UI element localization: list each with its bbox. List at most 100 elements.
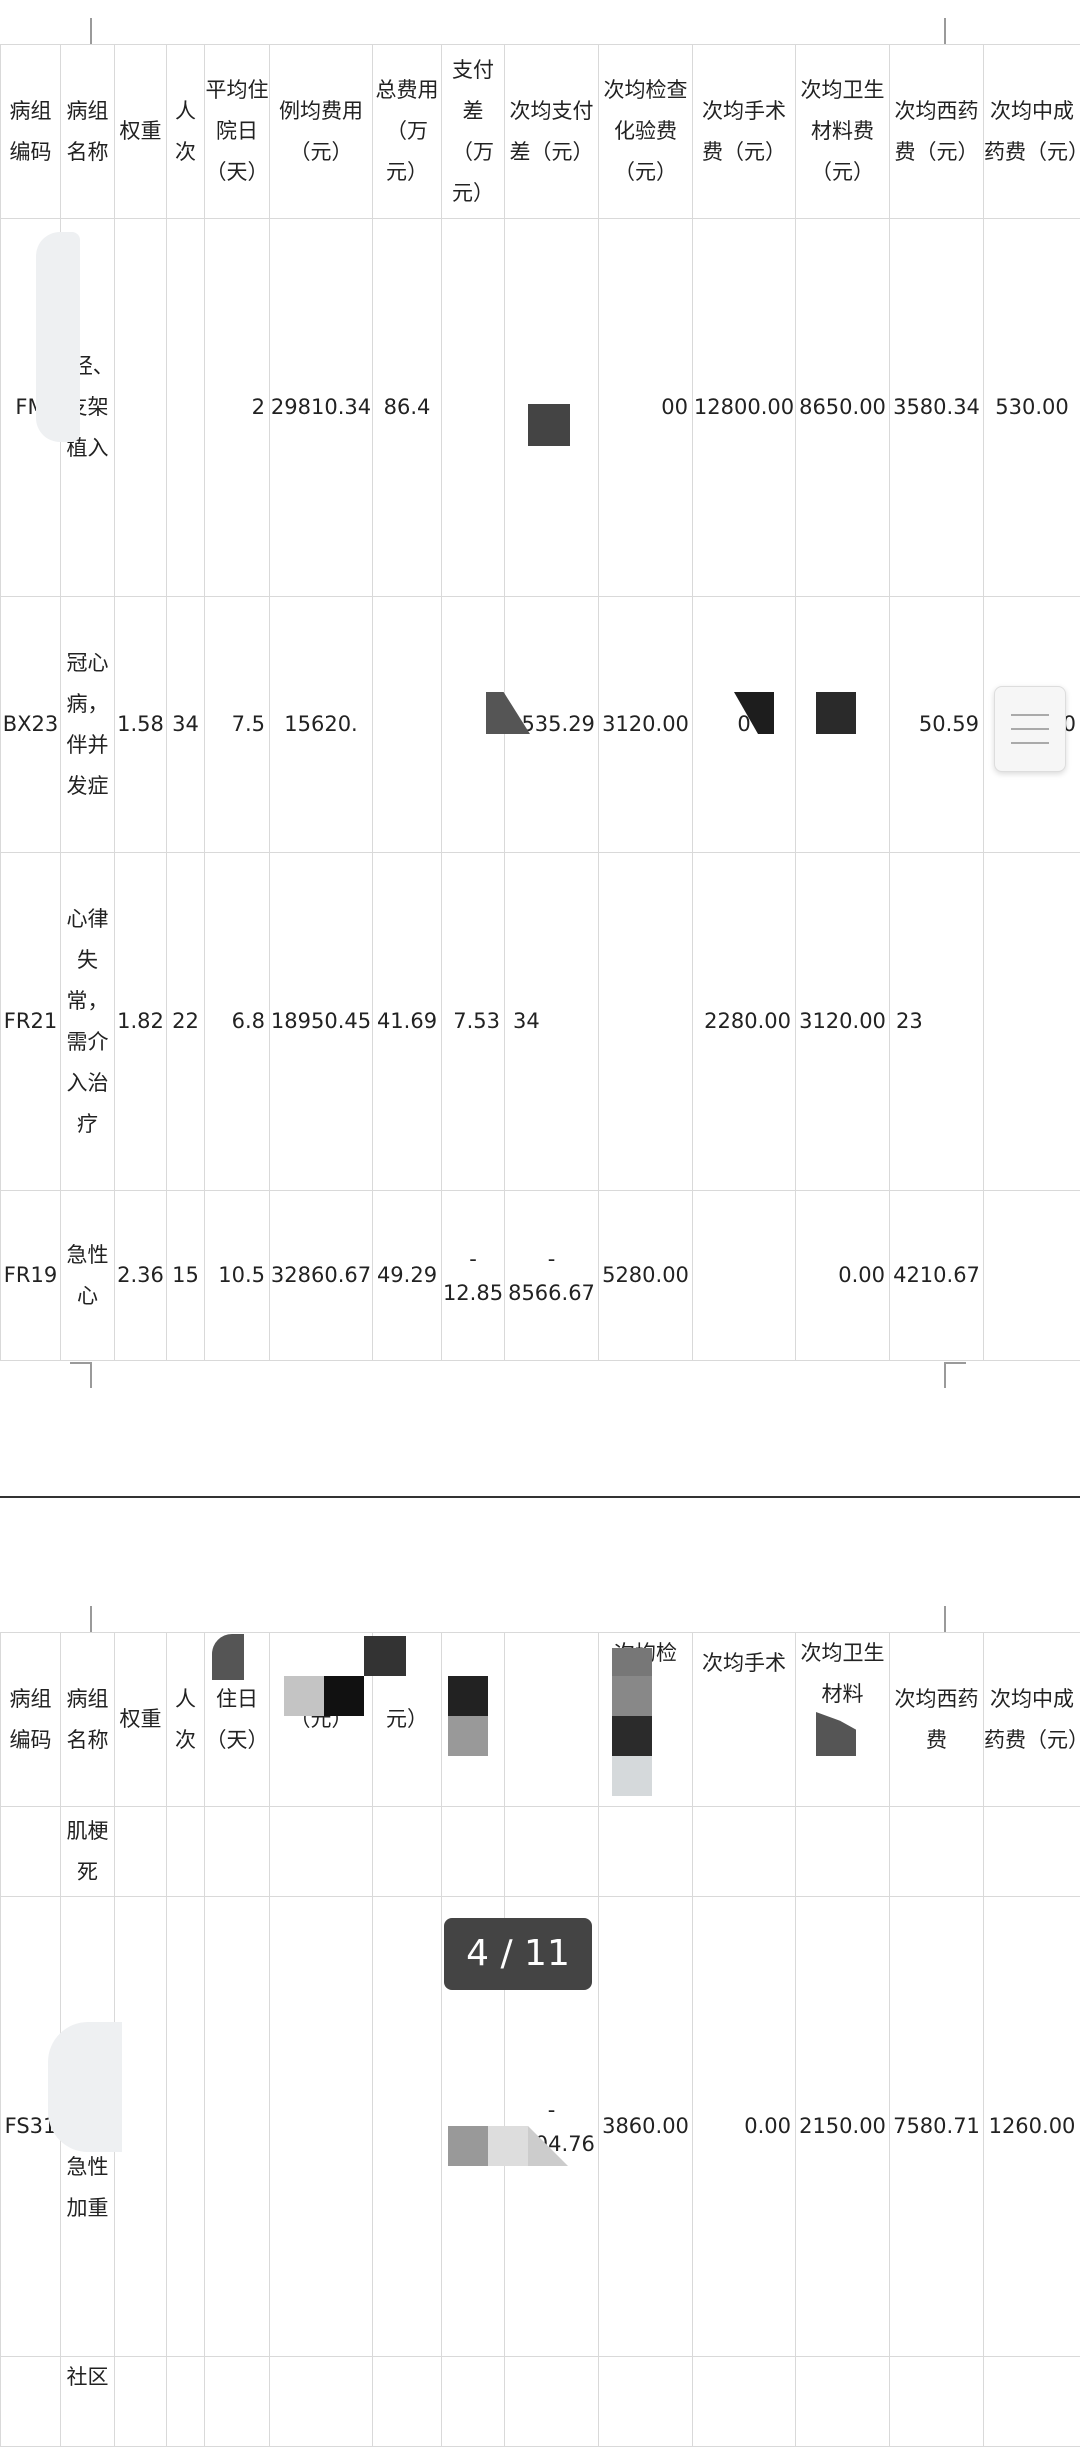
cell [205, 2357, 270, 2447]
cell-name: 冠心病，伴并发症 [61, 597, 115, 853]
cell-surgery: 0 [693, 597, 796, 853]
cell-name: 社区 [61, 2357, 115, 2447]
cell-western: 3580.34 [890, 219, 984, 597]
col-header: 次均卫生材料费（元） [796, 45, 890, 219]
hamburger-icon-line [1011, 742, 1049, 744]
redaction-block [448, 1716, 488, 1756]
col-header: 次均支付差（元） [505, 45, 599, 219]
cell-los: 6.8 [205, 853, 270, 1191]
cell-avg-pay-diff: 34 [505, 853, 599, 1191]
crop-mark [90, 1606, 92, 1632]
col-header: 次均中成药费（元） [984, 45, 1080, 219]
cell-los: 2 [205, 219, 270, 597]
cell-avg-cost: 18950.45 [270, 853, 373, 1191]
cell-count: 15 [167, 1191, 205, 1361]
cell-name: 肌梗死 [61, 1807, 115, 1897]
cell [599, 1807, 693, 1897]
cell [270, 1807, 373, 1897]
cell-exam: 00 [599, 219, 693, 597]
cell-material: 0.00 [796, 1191, 890, 1361]
cell-count [167, 219, 205, 597]
cell [796, 1807, 890, 1897]
redaction-block [324, 1676, 364, 1716]
crop-mark [944, 1362, 946, 1388]
cell [167, 1897, 205, 2357]
page-separator [0, 1496, 1080, 1498]
drg-cost-table: 病组编码 病组名称 权重 人次 平均住院日（天） 例均费用（元） 总费用（万元）… [0, 44, 1080, 1361]
table-row: BX23 冠心病，伴并发症 1.58 34 7.5 15620. 2535.29… [1, 597, 1080, 853]
cell-pay-diff: - 12.85 [442, 1191, 505, 1361]
cell-weight: 1.82 [115, 853, 167, 1191]
cell-name: 急性心 [61, 1191, 115, 1361]
cell-avg-pay-diff: - 8566.67 [505, 1191, 599, 1361]
cell-code [1, 1807, 61, 1897]
cell-avg-cost: 29810.34 [270, 219, 373, 597]
cell-exam [599, 853, 693, 1191]
redaction-block [612, 1716, 652, 1756]
cell [505, 2357, 599, 2447]
redaction-block [816, 692, 856, 734]
table-header-row: 病组编码 病组名称 权重 人次 住日（天） （元） 元） 元） 次均检 次均手术… [1, 1633, 1080, 1807]
cell-code: FR21 [1, 853, 61, 1191]
cell-chinese [984, 1191, 1080, 1361]
cell-code [1, 2357, 61, 2447]
redaction-block [488, 2126, 528, 2166]
cell [270, 2357, 373, 2447]
cell-material: 2150.00 [796, 1897, 890, 2357]
table-row: FR21 心律失常，需介入治疗 1.82 22 6.8 18950.45 41.… [1, 853, 1080, 1191]
cell-surgery [693, 1191, 796, 1361]
cell [270, 1897, 373, 2357]
redaction-block [612, 1676, 652, 1716]
col-header: 权重 [115, 45, 167, 219]
col-header: 次均西药费 [890, 1633, 984, 1807]
cell [115, 2357, 167, 2447]
col-header: 次均手术 [693, 1633, 796, 1807]
col-header: 总费用（万元） [373, 45, 442, 219]
cell-total: 86.4 [373, 219, 442, 597]
cell-los: 7.5 [205, 597, 270, 853]
cell-surgery: 12800.00 [693, 219, 796, 597]
cell [373, 1807, 442, 1897]
crop-mark [90, 1362, 92, 1388]
cell [167, 2357, 205, 2447]
cell-total [373, 597, 442, 853]
redaction-block [284, 1676, 324, 1716]
cell-surgery: 2280.00 [693, 853, 796, 1191]
cell-weight [115, 219, 167, 597]
cell-chinese: 1260.00 [984, 1897, 1080, 2357]
table-row: FR19 急性心 2.36 15 10.5 32860.67 49.29 - 1… [1, 1191, 1080, 1361]
col-header: 人次 [167, 45, 205, 219]
redaction-block [448, 1676, 488, 1716]
cell-name: 心律失常，需介入治疗 [61, 853, 115, 1191]
col-header: 支付差（万元） [442, 45, 505, 219]
cell-count: 34 [167, 597, 205, 853]
cell [115, 1807, 167, 1897]
col-header: 病组名称 [61, 45, 115, 219]
cell-western: 50.59 [890, 597, 984, 853]
cell [115, 1897, 167, 2357]
cell [890, 2357, 984, 2447]
cell [693, 1807, 796, 1897]
crop-mark [90, 18, 92, 44]
redaction-block [528, 404, 570, 446]
cell-surgery: 0.00 [693, 1897, 796, 2357]
cell-material: 3120.00 [796, 853, 890, 1191]
menu-button[interactable] [994, 686, 1066, 772]
cell [890, 1807, 984, 1897]
cell-code: BX23 [1, 597, 61, 853]
cell-exam: 3860.00 [599, 1897, 693, 2357]
cell-western: 4210.67 [890, 1191, 984, 1361]
col-header: 次均手术费（元） [693, 45, 796, 219]
col-header: 次均卫生材料 [796, 1633, 890, 1807]
cell [984, 2357, 1080, 2447]
cell [167, 1807, 205, 1897]
cell [693, 2357, 796, 2447]
cell-exam: 5280.00 [599, 1191, 693, 1361]
cell [599, 2357, 693, 2447]
cell-los: 10.5 [205, 1191, 270, 1361]
cell [442, 2357, 505, 2447]
cell-count: 22 [167, 853, 205, 1191]
cell [205, 1897, 270, 2357]
document-page-1: 病组编码 病组名称 权重 人次 平均住院日（天） 例均费用（元） 总费用（万元）… [0, 0, 1080, 1400]
redaction-block [612, 1756, 652, 1796]
